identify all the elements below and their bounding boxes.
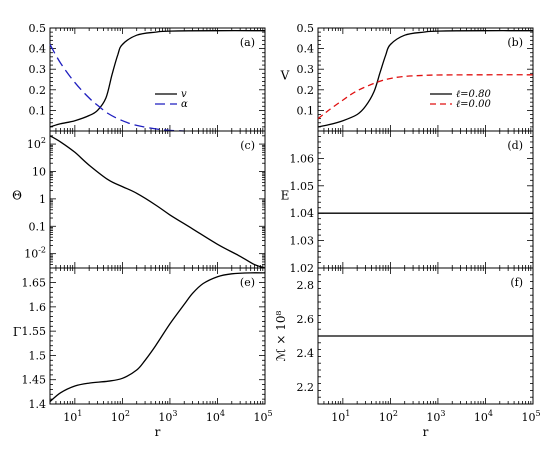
- y-tick-label: 0.1: [297, 104, 315, 117]
- y-tick-label: 102: [27, 136, 46, 151]
- x-tick-label: 103: [426, 409, 445, 424]
- series-line-a-1: [49, 44, 185, 132]
- y-axis-title: Γ: [13, 325, 21, 339]
- x-tick-label: 104: [474, 409, 493, 424]
- y-tick-label: 0.3: [297, 63, 315, 76]
- x-tick-label: 102: [111, 409, 130, 424]
- y-tick-label: 0.1: [29, 104, 47, 117]
- legend-label: ℓ=0.80: [456, 89, 491, 100]
- y-tick-label: 0.2: [297, 84, 315, 97]
- y-tick-label: 1.45: [22, 374, 47, 387]
- series-line-c-0: [49, 135, 266, 269]
- panel-c-frame: [49, 130, 266, 269]
- x-tick-label: 105: [521, 409, 540, 424]
- y-tick-label: 2.8: [297, 279, 315, 292]
- y-tick-label: 0.4: [29, 43, 47, 56]
- panel-label: (a): [240, 36, 255, 49]
- y-tick-label: 1.6: [29, 301, 47, 314]
- y-tick-label: 0.1: [29, 220, 47, 233]
- y-tick-label: 0.4: [297, 43, 315, 56]
- legend-label: v: [181, 89, 187, 100]
- panel-label: (f): [510, 276, 523, 289]
- y-tick-label: 2.2: [297, 381, 315, 394]
- y-tick-label: 1.55: [22, 325, 47, 338]
- panel-c: 102 10 1 0.1 10-2 Θ (c): [12, 130, 266, 269]
- legend-label: ℓ=0.00: [456, 99, 491, 110]
- panel-label: (e): [240, 276, 255, 289]
- y-tick-label: 10: [32, 165, 46, 178]
- panel-f: 2.2 2.4 2.6 2.8 101 102 103 104 105 r ℳ × 10⁸ (f): [274, 267, 541, 439]
- panel-a: 0.1 0.2 0.3 0.4 0.5 (a) vα: [29, 22, 266, 132]
- series-line-b-0: [317, 30, 534, 128]
- x-tick-label: 101: [63, 409, 82, 424]
- y-tick-label: 0.5: [29, 22, 47, 35]
- y-tick-label: 10-2: [24, 246, 46, 261]
- x-tick-label: 103: [158, 409, 177, 424]
- y-tick-label: 2.6: [297, 313, 315, 326]
- y-tick-label: 1.05: [290, 180, 315, 193]
- y-tick-label: 0.2: [29, 84, 47, 97]
- y-axis-title: Θ: [12, 189, 22, 203]
- panel-d-frame: [317, 130, 534, 269]
- y-axis-title: ℳ × 10⁸: [274, 311, 288, 362]
- panel-e: 1.4 1.45 1.5 1.55 1.6 1.65 101 102 103 104 105 r Γ (e…: [13, 267, 273, 439]
- y-tick-label: 1: [39, 193, 46, 206]
- x-tick-label: 101: [331, 409, 350, 424]
- y-axis-title: E: [281, 189, 290, 203]
- y-tick-label: 1.04: [290, 207, 315, 220]
- series-line-b-1: [317, 74, 534, 120]
- y-tick-label: 2.4: [297, 347, 315, 360]
- series-line-a-0: [49, 30, 266, 128]
- panel-label: (c): [240, 139, 255, 152]
- panel-a-frame: [49, 27, 266, 132]
- y-axis-title: V: [280, 69, 290, 83]
- y-tick-label: 1.06: [290, 152, 315, 165]
- panel-b: 0.1 0.2 0.3 0.4 0.5 V (b) ℓ=0.80ℓ=0.00: [280, 22, 534, 132]
- y-tick-label: 1.4: [29, 398, 47, 411]
- x-tick-label: 104: [206, 409, 225, 424]
- y-tick-label: 0.5: [297, 22, 315, 35]
- x-tick-label: 105: [253, 409, 272, 424]
- legend-label: α: [181, 99, 188, 110]
- series-line-e-0: [49, 272, 266, 403]
- y-tick-label: 1.02: [290, 262, 315, 275]
- panel-d: 1.02 1.03 1.04 1.05 1.06 E (d): [281, 130, 534, 275]
- panel-label: (b): [507, 36, 523, 49]
- x-axis-title: r: [155, 425, 161, 439]
- panel-b-frame: [317, 27, 534, 132]
- y-tick-label: 1.03: [290, 235, 315, 248]
- panel-label: (d): [507, 139, 523, 152]
- y-tick-label: 1.65: [22, 277, 47, 290]
- x-axis-title: r: [423, 425, 429, 439]
- y-tick-label: 1.5: [29, 349, 47, 362]
- y-tick-label: 0.3: [29, 63, 47, 76]
- x-tick-label: 102: [379, 409, 398, 424]
